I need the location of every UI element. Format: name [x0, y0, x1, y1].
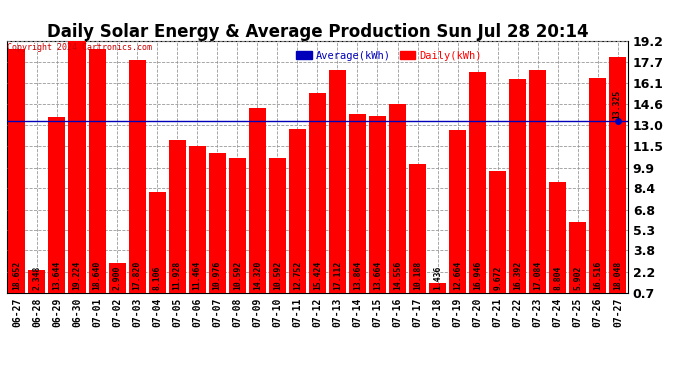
Text: 10.592: 10.592	[233, 261, 241, 291]
Text: 18.048: 18.048	[613, 261, 622, 291]
Bar	[469, 72, 486, 292]
Bar	[529, 70, 546, 292]
Bar	[249, 108, 266, 292]
Bar	[489, 171, 506, 292]
Bar	[68, 41, 86, 292]
Text: 11.464: 11.464	[193, 261, 201, 291]
Bar	[609, 57, 627, 292]
Bar	[509, 80, 526, 292]
Bar	[128, 60, 146, 292]
Bar	[449, 130, 466, 292]
Text: 11.928: 11.928	[172, 261, 181, 291]
Text: 17.820: 17.820	[132, 261, 141, 291]
Bar	[549, 183, 566, 292]
Text: 14.556: 14.556	[393, 261, 402, 291]
Text: 13.325: 13.325	[613, 90, 622, 119]
Text: 17.084: 17.084	[533, 261, 542, 291]
Bar	[88, 49, 106, 292]
Text: 8.804: 8.804	[553, 266, 562, 291]
Bar	[569, 222, 586, 292]
Text: 17.112: 17.112	[333, 261, 342, 291]
Bar	[309, 93, 326, 292]
Text: 15.424: 15.424	[313, 261, 322, 291]
Bar	[8, 49, 26, 292]
Text: 2.348: 2.348	[32, 266, 41, 291]
Bar	[188, 146, 206, 292]
Text: 1.436: 1.436	[433, 266, 442, 291]
Text: Copyright 2024 Cartronics.com: Copyright 2024 Cartronics.com	[7, 42, 152, 51]
Text: 18.652: 18.652	[12, 261, 21, 291]
Text: 12.752: 12.752	[293, 261, 302, 291]
Text: 10.188: 10.188	[413, 261, 422, 291]
Text: 19.224: 19.224	[72, 261, 81, 291]
Text: 16.392: 16.392	[513, 261, 522, 291]
Bar	[28, 270, 46, 292]
Bar	[229, 158, 246, 292]
Text: 13.644: 13.644	[52, 261, 61, 291]
Text: 5.902: 5.902	[573, 266, 582, 291]
Bar	[429, 282, 446, 292]
Text: 18.640: 18.640	[92, 261, 101, 291]
Bar	[409, 164, 426, 292]
Title: Daily Solar Energy & Average Production Sun Jul 28 20:14: Daily Solar Energy & Average Production …	[47, 23, 588, 41]
Text: 12.664: 12.664	[453, 261, 462, 291]
Text: 14.320: 14.320	[253, 261, 262, 291]
Text: 16.516: 16.516	[593, 261, 602, 291]
Bar	[289, 129, 306, 292]
Text: 13.664: 13.664	[373, 261, 382, 291]
Text: 10.592: 10.592	[273, 261, 282, 291]
Bar	[329, 70, 346, 292]
Text: 10.976: 10.976	[213, 261, 221, 291]
Bar	[369, 116, 386, 292]
Text: 13.864: 13.864	[353, 261, 362, 291]
Bar	[108, 262, 126, 292]
Text: 8.106: 8.106	[152, 266, 161, 291]
Text: 2.900: 2.900	[112, 266, 121, 291]
Text: 16.946: 16.946	[473, 261, 482, 291]
Bar	[269, 158, 286, 292]
Bar	[349, 114, 366, 292]
Text: 9.672: 9.672	[493, 266, 502, 291]
Bar	[168, 140, 186, 292]
Bar	[589, 78, 607, 292]
Bar	[208, 153, 226, 292]
Bar	[148, 192, 166, 292]
Bar	[389, 104, 406, 292]
Legend: Average(kWh), Daily(kWh): Average(kWh), Daily(kWh)	[293, 46, 486, 65]
Bar	[48, 117, 66, 292]
